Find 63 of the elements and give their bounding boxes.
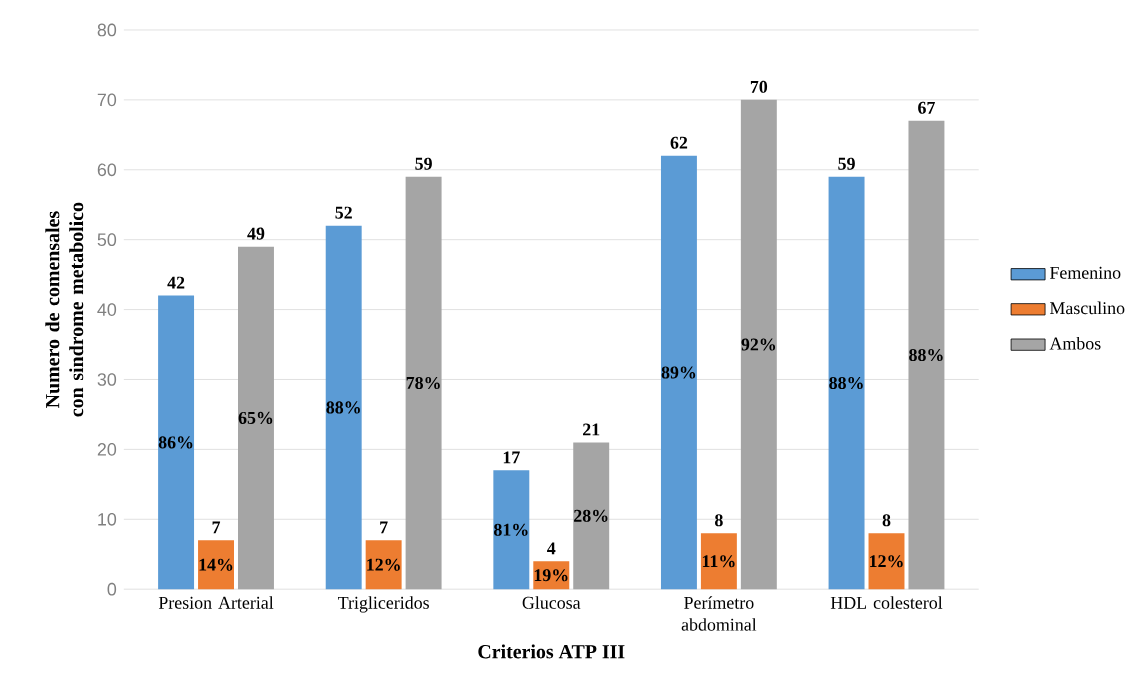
y-tick-label: 30 bbox=[97, 373, 117, 386]
x-axis-title: Criterios ATP III bbox=[478, 644, 625, 659]
bar bbox=[238, 246, 274, 590]
data-label: 7 bbox=[212, 521, 221, 534]
annotation: 92% bbox=[741, 338, 776, 351]
y-tick-label: 60 bbox=[97, 163, 117, 177]
bar bbox=[493, 470, 530, 590]
bar bbox=[868, 533, 905, 590]
annotation: 19% bbox=[534, 569, 568, 582]
y-axis-title: Numero de comensales con sindrome metabolico bbox=[45, 202, 84, 417]
data-label: 62 bbox=[670, 136, 688, 149]
x-tick-label: Glucosa bbox=[522, 596, 581, 609]
bar bbox=[573, 442, 610, 590]
x-tick-label: Perímetro abdominal bbox=[681, 596, 757, 631]
bar bbox=[828, 176, 865, 590]
data-label: 70 bbox=[750, 80, 768, 93]
data-label: 8 bbox=[715, 514, 723, 527]
data-label: 59 bbox=[415, 157, 432, 170]
data-label: 17 bbox=[503, 451, 520, 464]
x-tick-label: HDL colesterol bbox=[830, 596, 943, 609]
data-label: 21 bbox=[583, 423, 600, 436]
annotation: 88% bbox=[909, 348, 943, 362]
y-tick-label: 10 bbox=[98, 512, 117, 526]
annotation: 78% bbox=[406, 376, 440, 390]
data-label: 52 bbox=[335, 206, 352, 219]
annotation: 88% bbox=[326, 401, 360, 414]
data-label: 4 bbox=[547, 542, 556, 555]
annotation: 11% bbox=[702, 555, 735, 568]
bar bbox=[908, 120, 945, 590]
y-tick-label: 20 bbox=[97, 443, 117, 456]
annotation: 12% bbox=[367, 558, 400, 571]
data-label: 49 bbox=[247, 227, 265, 240]
annotation: 89% bbox=[661, 366, 696, 379]
annotation: 65% bbox=[238, 411, 273, 424]
annotation: 81% bbox=[494, 523, 528, 536]
bar bbox=[325, 225, 362, 590]
y-tick-label: 80 bbox=[97, 23, 117, 37]
data-label: 42 bbox=[167, 276, 185, 289]
legend-label: Masculino bbox=[1049, 301, 1125, 315]
y-tick-label: 0 bbox=[107, 582, 117, 596]
bar bbox=[740, 99, 777, 590]
y-tick-label: 50 bbox=[97, 233, 117, 246]
y-tick-label: 70 bbox=[97, 93, 117, 107]
bar bbox=[365, 540, 402, 590]
annotation: 12% bbox=[870, 555, 903, 568]
annotation: 86% bbox=[158, 436, 193, 449]
annotation: 28% bbox=[574, 509, 608, 522]
data-label: 59 bbox=[838, 157, 855, 170]
legend-label: Ambos bbox=[1049, 336, 1101, 350]
bar bbox=[405, 176, 442, 590]
bar bbox=[198, 540, 234, 590]
x-tick-label: Trigliceridos bbox=[338, 596, 429, 613]
bar bbox=[660, 155, 697, 590]
data-label: 8 bbox=[882, 514, 891, 527]
annotation: 88% bbox=[829, 376, 863, 390]
data-label: 67 bbox=[918, 101, 935, 114]
y-tick-label: 40 bbox=[97, 303, 117, 316]
data-label: 7 bbox=[380, 521, 388, 534]
legend-label: Femenino bbox=[1049, 266, 1121, 279]
x-tick-label: Presion Arterial bbox=[158, 596, 274, 609]
annotation: 14% bbox=[199, 558, 233, 571]
bar bbox=[158, 295, 195, 590]
bar bbox=[700, 533, 737, 590]
